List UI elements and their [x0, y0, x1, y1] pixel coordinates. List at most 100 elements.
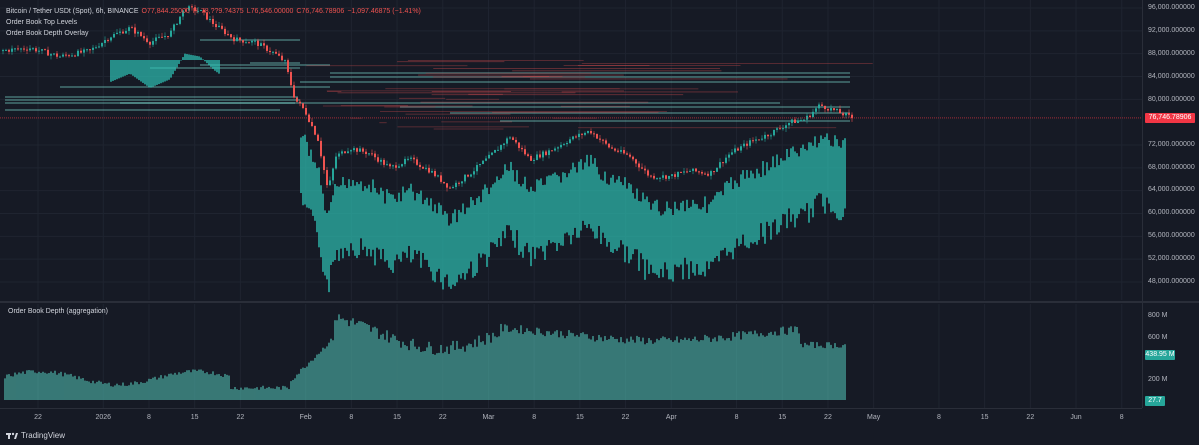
- candle-body: [188, 6, 190, 11]
- candle-body: [302, 103, 304, 109]
- candle-body: [125, 30, 127, 34]
- candle-body: [359, 148, 361, 152]
- candle-body: [218, 25, 220, 28]
- candle-body: [389, 164, 391, 167]
- candle-body: [683, 171, 685, 173]
- candle-body: [530, 155, 532, 161]
- candle-body: [344, 151, 346, 154]
- candle-body: [395, 165, 397, 168]
- brand-label: TradingView: [21, 431, 66, 440]
- candle-body: [476, 165, 478, 172]
- candle-body: [707, 173, 709, 176]
- candle-body: [758, 139, 760, 141]
- low-value: L76,546.00000: [246, 8, 294, 15]
- candle-body: [557, 147, 559, 149]
- time-label: 15: [393, 414, 401, 421]
- candle-body: [851, 114, 853, 119]
- candle-body: [425, 167, 427, 169]
- time-label: 22: [236, 414, 245, 421]
- candle-body: [506, 138, 508, 144]
- candle-body: [35, 48, 37, 52]
- price-axis[interactable]: [1142, 0, 1199, 408]
- candle-body: [65, 54, 67, 56]
- candle-body: [713, 171, 715, 173]
- candle-body: [26, 49, 28, 51]
- candle-body: [59, 56, 61, 58]
- candle-body: [575, 136, 577, 138]
- indicator-top-levels[interactable]: Order Book Top Levels: [6, 19, 78, 26]
- candle-body: [413, 157, 415, 160]
- time-label: 15: [980, 414, 989, 421]
- candle-body: [644, 168, 646, 171]
- candle-body: [143, 36, 145, 39]
- candle-body: [242, 40, 244, 43]
- candle-body: [323, 156, 325, 171]
- candle-body: [563, 144, 565, 146]
- price-pane[interactable]: [0, 0, 1142, 300]
- close-value: C76,746.78906: [296, 8, 345, 15]
- candle-body: [335, 156, 337, 169]
- candle-body: [602, 139, 604, 141]
- candle-body: [647, 170, 649, 176]
- candle-body: [131, 27, 133, 29]
- candle-body: [224, 28, 226, 35]
- candle-body: [161, 36, 163, 38]
- candle-body: [464, 174, 466, 182]
- candle-body: [251, 40, 253, 43]
- candle-body: [554, 148, 556, 151]
- candle-body: [152, 41, 154, 45]
- candle-body: [776, 128, 778, 130]
- candle-body: [611, 147, 613, 149]
- candle-body: [440, 175, 442, 182]
- volume-label: 600 M: [1148, 334, 1168, 341]
- candle-body: [17, 48, 19, 50]
- candle-body: [767, 134, 769, 137]
- high-value: H: [192, 8, 198, 15]
- price-chart[interactable]: [0, 0, 1142, 300]
- candle-body: [401, 164, 403, 167]
- candle-body: [566, 142, 568, 145]
- candle-body: [842, 113, 844, 116]
- candle-body: [101, 43, 103, 47]
- candle-body: [698, 171, 700, 173]
- candle-body: [197, 10, 199, 12]
- candle-body: [821, 104, 823, 106]
- candle-body: [701, 172, 703, 174]
- candle-body: [191, 6, 193, 8]
- candle-body: [734, 148, 736, 153]
- depth-histogram[interactable]: [0, 304, 1142, 408]
- tradingview-logo[interactable]: TradingView: [6, 431, 65, 440]
- candle-body: [692, 168, 694, 171]
- candle-body: [149, 41, 151, 45]
- candle-body: [524, 149, 526, 155]
- time-label: Apr: [665, 414, 677, 421]
- candle-body: [206, 12, 208, 20]
- candle-body: [629, 154, 631, 157]
- indicator-depth-overlay[interactable]: Order Book Depth Overlay: [6, 30, 89, 37]
- candle-body: [221, 25, 223, 29]
- depth-legend[interactable]: Order Book Depth (aggregation): [8, 308, 108, 315]
- symbol-label[interactable]: Bitcoin / Tether USDt (Spot), 6h, BINANC…: [6, 8, 139, 15]
- candle-body: [680, 171, 682, 173]
- pane-separator[interactable]: [0, 301, 1199, 303]
- candle-body: [29, 48, 31, 51]
- depth-pane[interactable]: [0, 304, 1142, 408]
- candle-body: [818, 104, 820, 109]
- candle-body: [98, 46, 100, 48]
- candle-body: [797, 120, 799, 123]
- candle-body: [659, 177, 661, 179]
- candle-body: [62, 54, 64, 57]
- candle-body: [536, 154, 538, 160]
- candle-body: [209, 18, 211, 20]
- candle-body: [254, 40, 256, 42]
- high-value-digits: 78,??9.?4375: [200, 8, 244, 15]
- time-axis[interactable]: [0, 408, 1142, 429]
- chart-legend: Bitcoin / Tether USDt (Spot), 6h, BINANC…: [6, 6, 421, 39]
- time-label: Mar: [482, 414, 495, 421]
- candle-body: [290, 72, 292, 86]
- candle-body: [848, 113, 850, 115]
- candle-body: [74, 55, 76, 57]
- candle-body: [668, 175, 670, 179]
- candle-body: [800, 120, 802, 122]
- candle-body: [311, 122, 313, 126]
